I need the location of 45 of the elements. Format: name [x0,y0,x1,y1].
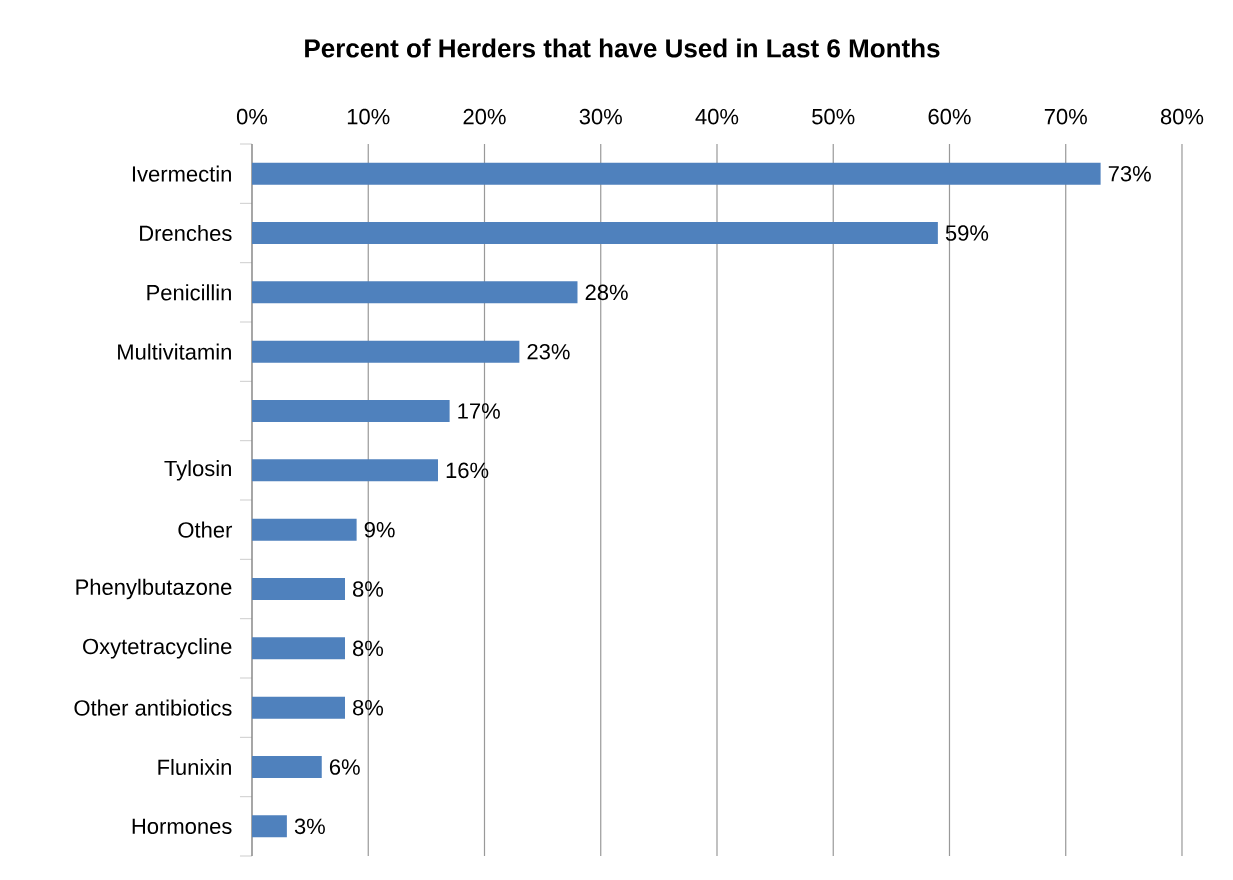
bar [252,578,345,601]
y-tick-label: Tylosin [164,460,231,481]
x-tick-label: 70% [1044,108,1087,125]
bar [252,281,578,304]
x-tick-label: 60% [928,108,971,125]
bar [252,400,450,423]
bar [252,340,520,363]
y-tick-label: Other antibiotics [74,699,232,716]
x-tick-label: 30% [579,108,622,125]
chart-title: Percent of Herders that have Used in Last 6 Months [305,38,940,58]
x-tick-label: 10% [347,108,390,125]
y-tick-label: Phenylbutazone [76,578,232,600]
x-tick-label: 80% [1160,108,1204,125]
x-tick-label: 20% [463,108,506,125]
data-label: 16% [446,462,489,479]
data-label: 28% [585,284,628,301]
data-label: 3% [294,818,325,835]
data-label: 8% [353,699,384,716]
data-label: 59% [945,225,989,241]
y-tick-label: Oxytetracycline [83,638,232,659]
bar [252,459,438,482]
data-label: 8% [353,640,384,657]
y-tick-label: Drenches [140,224,232,242]
bar [252,637,345,660]
data-label: 73% [1108,165,1151,182]
data-label: 8% [353,581,384,597]
bar [252,756,322,779]
data-label: 23% [527,343,570,360]
bar [252,518,357,541]
y-tick-label: Multivitamin [118,343,231,360]
y-tick-label: Flunixin [158,758,231,776]
x-tick-label: 0% [236,108,268,125]
data-label: 9% [364,521,395,538]
data-label: 6% [329,759,360,775]
data-label: 17% [458,403,500,419]
y-tick-label: Hormones [132,818,232,835]
y-tick-label: Penicillin [147,284,231,301]
bar [252,222,938,245]
bar [252,696,345,719]
y-tick-label: Other [178,521,233,538]
bar [252,162,1101,185]
bar [252,815,287,838]
x-tick-label: 50% [812,108,855,125]
y-tick-label: Ivermectin [132,165,231,182]
x-tick-label: 40% [695,108,739,125]
